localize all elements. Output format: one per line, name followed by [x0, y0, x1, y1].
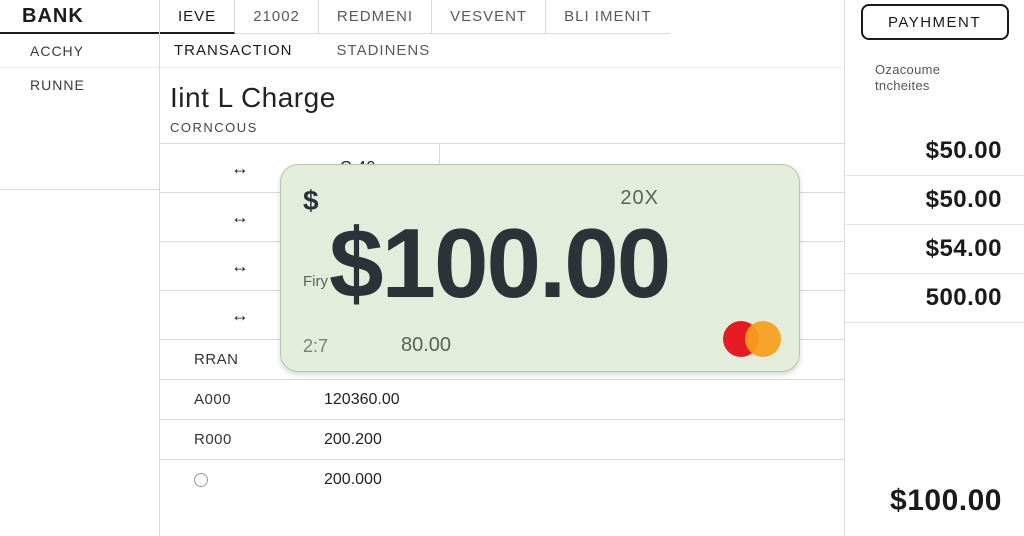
page-heading: Iint L Charge CORNCOUS	[160, 68, 844, 143]
top-nav: IEVE 21002 REDMENI VESVENT BLI IMENIT	[160, 0, 844, 34]
brand: BANK	[0, 0, 159, 34]
card-label: Firy	[303, 273, 328, 290]
card-bottom-mid: 80.00	[401, 334, 451, 357]
tab-stadinens[interactable]: STADINENS	[333, 42, 435, 59]
nav-item-vesvent[interactable]: VESVENT	[432, 0, 546, 34]
sidebar-item-acchy[interactable]: ACCHY	[0, 34, 159, 68]
page-title: Iint L Charge	[170, 82, 834, 114]
account-note: Ozacoume tncheites	[845, 62, 1024, 93]
transfer-icon: ↔	[231, 207, 249, 228]
page-subtitle: CORNCOUS	[170, 120, 834, 135]
card-bottom-left: 2:7	[303, 336, 328, 357]
sidebar: BANK ACCHY RUNNE	[0, 0, 160, 536]
payment-button[interactable]: PAYHMENT	[861, 4, 1009, 40]
summary-value: 200.200	[320, 431, 382, 449]
nav-item-21002[interactable]: 21002	[235, 0, 319, 34]
transfer-icon: ↔	[231, 158, 249, 179]
currency-icon: $	[303, 185, 319, 217]
nav-item-ieve[interactable]: IEVE	[160, 0, 235, 34]
tabs: TRANSACTION STADINENS	[160, 34, 844, 68]
summary-value: 200.000	[320, 471, 382, 489]
tab-transaction[interactable]: TRANSACTION	[170, 42, 297, 59]
radio-option[interactable]	[194, 473, 208, 487]
row-amount: $50.00	[845, 127, 1024, 176]
grand-total: $100.00	[890, 484, 1002, 518]
mastercard-icon	[723, 321, 781, 357]
right-panel: PAYHMENT Ozacoume tncheites $50.00 $50.0…	[844, 0, 1024, 536]
summary-row: 200.000	[160, 460, 844, 500]
amount-list: $50.00 $50.00 $54.00 500.00	[845, 127, 1024, 323]
nav-item-redmeni[interactable]: REDMENI	[319, 0, 432, 34]
summary-label: R000	[160, 431, 320, 448]
row-amount: $54.00	[845, 225, 1024, 274]
sidebar-item-runne[interactable]: RUNNE	[0, 68, 159, 102]
summary-row: R000 200.200	[160, 420, 844, 460]
transfer-icon: ↔	[231, 305, 249, 326]
row-amount: 500.00	[845, 274, 1024, 323]
summary-value: 120360.00	[320, 391, 400, 409]
payment-card: $ 20X $100.00 Firy 2:7 80.00	[280, 164, 800, 372]
summary-row: A000 120360.00	[160, 380, 844, 420]
nav-item-blimenit[interactable]: BLI IMENIT	[546, 0, 670, 34]
note-line: Ozacoume	[875, 62, 1024, 78]
transfer-icon: ↔	[231, 256, 249, 277]
row-amount: $50.00	[845, 176, 1024, 225]
card-amount: $100.00	[329, 207, 669, 320]
note-line: tncheites	[875, 78, 1024, 94]
summary-label: A000	[160, 391, 320, 408]
